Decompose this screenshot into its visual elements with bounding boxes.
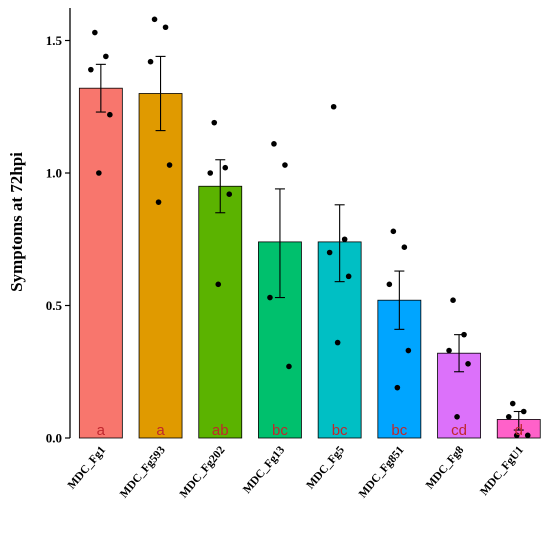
significance-letter: ab <box>212 422 229 439</box>
data-point <box>454 414 460 420</box>
data-point <box>341 236 348 243</box>
data-point <box>401 244 408 250</box>
data-point <box>226 191 233 197</box>
data-point <box>405 347 412 354</box>
data-point <box>107 111 113 118</box>
x-tick-label: MDC_Fg593 <box>118 444 168 500</box>
significance-letter: a <box>156 422 165 439</box>
data-point <box>155 199 162 205</box>
data-point <box>166 162 173 168</box>
data-point <box>271 141 277 147</box>
x-tick-label: MDC_FgU1 <box>478 444 526 498</box>
x-tick-label: MDC_Fg13 <box>241 444 287 496</box>
data-point <box>446 347 452 354</box>
data-point <box>88 66 94 73</box>
significance-letters: a a ab bc bc bc cd d <box>97 422 523 439</box>
error-bars <box>95 55 524 431</box>
significance-letter: bc <box>332 422 348 439</box>
data-point <box>465 361 471 367</box>
x-axis-tick-labels: MDC_Fg1 MDC_Fg593 MDC_Fg202 MDC_Fg13 MDC_Fg5… <box>66 444 527 500</box>
data-point <box>390 228 397 235</box>
y-tick-label: 1.0 <box>46 166 62 181</box>
x-tick-label: MDC_Fg851 <box>357 444 407 500</box>
x-tick-label: MDC_Fg202 <box>178 444 228 500</box>
bars <box>78 87 541 439</box>
data-point <box>215 281 222 288</box>
data-point <box>345 273 352 280</box>
data-point <box>386 281 393 288</box>
data-point <box>267 294 273 301</box>
data-point <box>334 339 341 346</box>
data-point <box>207 170 214 176</box>
y-tick-label: 0.0 <box>46 431 62 446</box>
data-point <box>151 16 158 23</box>
data-points <box>88 16 531 439</box>
data-point <box>505 414 512 420</box>
x-tick-label: MDC_Fg1 <box>66 444 109 492</box>
data-point <box>162 24 169 31</box>
bar-MDC_Fg202 <box>198 185 243 439</box>
data-point <box>524 432 531 439</box>
data-point <box>282 162 288 168</box>
data-point <box>96 170 102 176</box>
bar-MDC_Fg1 <box>78 87 123 439</box>
data-point <box>326 249 333 256</box>
data-point <box>394 384 401 391</box>
significance-letter: bc <box>272 422 288 439</box>
data-point <box>286 363 292 370</box>
data-point <box>330 103 337 110</box>
y-tick-label: 1.5 <box>46 33 63 48</box>
data-point <box>211 119 218 126</box>
y-axis-label: Symptoms at 72hpi <box>7 152 26 292</box>
significance-letter: cd <box>451 422 467 439</box>
x-tick-label: MDC_Fg8 <box>424 444 467 492</box>
data-point <box>92 29 98 36</box>
significance-letter: d <box>515 422 523 439</box>
significance-letter: bc <box>391 422 407 439</box>
data-point <box>513 432 520 439</box>
significance-letter: a <box>97 422 106 439</box>
y-axis-ticks: 0.0 0.5 1.0 1.5 <box>46 33 70 446</box>
data-point <box>520 408 527 415</box>
data-point <box>222 164 229 171</box>
data-point <box>147 58 154 65</box>
x-tick-label: MDC_Fg5 <box>304 444 347 492</box>
data-point <box>461 331 467 338</box>
y-tick-label: 0.5 <box>46 298 63 313</box>
bar-MDC_Fg593 <box>138 93 183 439</box>
data-point <box>509 400 516 407</box>
data-point <box>450 297 456 304</box>
data-point <box>103 53 109 60</box>
